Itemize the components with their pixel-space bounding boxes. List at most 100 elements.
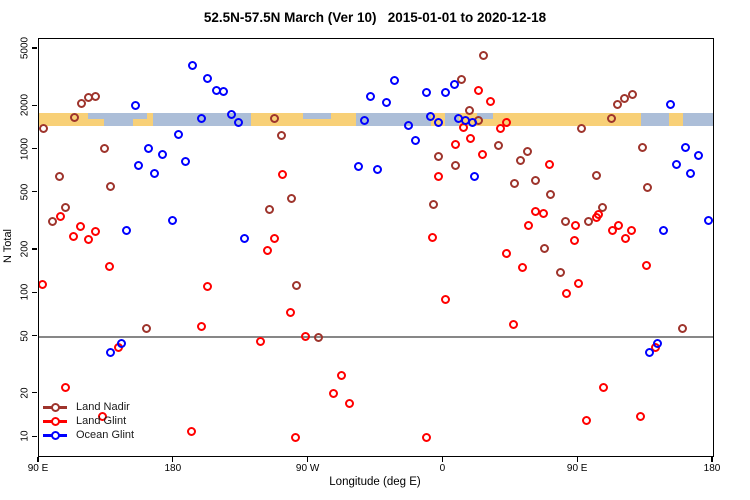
data-point-land-nadir <box>434 151 444 161</box>
band-ocean-patch <box>88 112 104 120</box>
data-point-land-glint <box>562 289 572 299</box>
data-point-ocean-glint <box>173 129 183 139</box>
data-point-land-glint <box>83 234 93 244</box>
y-tick-mark <box>31 435 37 437</box>
y-axis-title: N Total <box>2 228 14 264</box>
band-land-patch <box>133 119 147 126</box>
data-point-land-nadir <box>556 268 566 278</box>
band-ocean-patch <box>477 112 493 120</box>
y-tick-mark <box>31 47 37 49</box>
data-point-land-glint <box>582 416 592 426</box>
data-point-land-nadir <box>141 323 151 333</box>
data-point-ocean-glint <box>680 142 690 152</box>
data-point-land-glint <box>545 159 555 169</box>
x-tick-mark <box>441 456 443 462</box>
data-point-land-glint <box>197 321 207 331</box>
data-point-ocean-glint <box>653 338 663 348</box>
legend-label: Land Nadir <box>76 401 130 413</box>
data-point-land-glint <box>263 246 273 256</box>
data-point-ocean-glint <box>158 150 168 160</box>
data-point-land-glint <box>56 211 66 221</box>
data-point-land-glint <box>496 123 506 133</box>
x-tick-mark <box>711 456 713 462</box>
band-land-segment <box>668 112 684 126</box>
data-point-ocean-glint <box>467 117 477 127</box>
data-point-ocean-glint <box>644 347 654 357</box>
data-point-land-glint <box>300 332 310 342</box>
data-point-ocean-glint <box>239 234 249 244</box>
data-point-land-nadir <box>478 50 488 60</box>
y-tick-label: 1000 <box>19 137 31 160</box>
y-tick-mark <box>31 248 37 250</box>
data-point-land-glint <box>441 295 451 305</box>
data-point-land-nadir <box>428 199 438 209</box>
data-point-land-nadir <box>451 160 461 170</box>
data-point-land-nadir <box>577 123 587 133</box>
data-point-land-nadir <box>619 94 629 104</box>
data-point-land-glint <box>598 383 608 393</box>
plot-area: Land Nadir Land Glint Ocean Glint <box>38 38 714 457</box>
data-point-land-glint <box>428 232 438 242</box>
data-point-ocean-glint <box>134 160 144 170</box>
y-tick-mark <box>31 191 37 193</box>
data-point-land-nadir <box>47 216 57 226</box>
data-point-land-glint <box>328 389 338 399</box>
data-point-ocean-glint <box>421 87 431 97</box>
x-tick-label: 90 E <box>27 463 49 474</box>
y-tick-label: 500 <box>19 183 31 201</box>
band-ocean-segment <box>640 112 669 126</box>
data-point-ocean-glint <box>203 73 213 83</box>
data-point-land-glint <box>345 399 355 409</box>
x-tick-label: 90 W <box>295 463 320 474</box>
y-tick-label: 10 <box>19 430 31 442</box>
data-point-ocean-glint <box>665 99 675 109</box>
data-point-land-nadir <box>637 142 647 152</box>
open-circle-marker-icon <box>51 417 60 426</box>
y-tick-mark <box>31 392 37 394</box>
data-point-land-nadir <box>457 74 467 84</box>
data-point-ocean-glint <box>219 87 229 97</box>
y-tick-mark <box>31 147 37 150</box>
data-point-land-nadir <box>509 179 519 189</box>
legend-label: Land Glint <box>76 415 127 427</box>
data-point-land-glint <box>594 210 604 220</box>
legend-label: Ocean Glint <box>76 429 135 441</box>
data-point-land-nadir <box>530 176 540 186</box>
data-point-ocean-glint <box>658 225 668 235</box>
open-circle-marker-icon <box>51 403 60 412</box>
data-point-land-glint <box>97 411 107 421</box>
data-point-ocean-glint <box>117 338 127 348</box>
data-point-ocean-glint <box>234 117 244 127</box>
data-point-ocean-glint <box>121 225 131 235</box>
data-point-ocean-glint <box>469 172 479 182</box>
data-point-land-glint <box>539 209 549 219</box>
data-point-land-glint <box>256 337 266 347</box>
data-point-land-nadir <box>516 155 526 165</box>
data-point-ocean-glint <box>143 143 153 153</box>
data-point-land-glint <box>642 260 652 270</box>
data-point-land-nadir <box>628 89 638 99</box>
data-point-land-nadir <box>678 323 688 333</box>
x-tick-label: 0 <box>439 463 446 474</box>
x-tick-mark <box>172 456 174 462</box>
data-point-land-glint <box>285 308 295 318</box>
data-point-land-glint <box>39 279 47 289</box>
data-point-land-nadir <box>598 203 608 213</box>
data-point-land-nadir <box>269 113 279 123</box>
y-tick-mark <box>31 104 37 106</box>
data-point-ocean-glint <box>373 164 383 174</box>
y-tick-label: 100 <box>19 283 31 301</box>
data-point-ocean-glint <box>382 97 392 107</box>
data-point-ocean-glint <box>404 120 414 130</box>
data-point-land-nadir <box>39 123 48 133</box>
x-tick-mark <box>37 456 39 462</box>
data-point-land-nadir <box>61 203 71 213</box>
data-point-ocean-glint <box>226 110 236 120</box>
data-point-land-glint <box>337 370 347 380</box>
y-tick-mark <box>31 334 37 337</box>
data-point-ocean-glint <box>704 216 713 226</box>
data-point-land-glint <box>607 225 617 235</box>
x-axis-title: Longitude (deg E) <box>329 476 421 488</box>
data-point-ocean-glint <box>167 215 177 225</box>
